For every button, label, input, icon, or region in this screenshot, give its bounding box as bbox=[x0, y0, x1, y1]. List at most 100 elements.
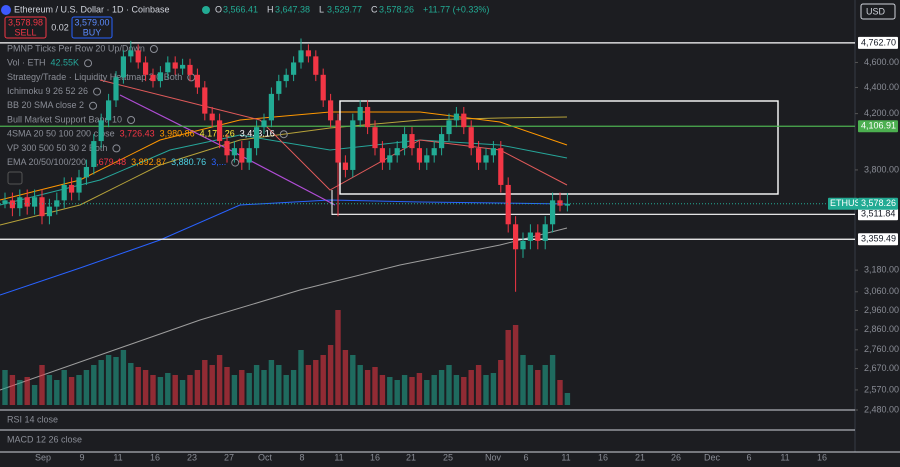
visibility-toggle[interactable] bbox=[84, 59, 93, 68]
x-tick-label: Sep bbox=[35, 452, 51, 462]
volume-bar bbox=[224, 367, 230, 405]
volume-bar bbox=[350, 355, 356, 405]
level-label-bg bbox=[858, 208, 898, 221]
indicator-value: 42.55K bbox=[51, 58, 80, 68]
candle-body bbox=[150, 74, 156, 82]
indicator-name: Ichimoku 9 26 52 26 bbox=[7, 86, 88, 96]
visibility-toggle[interactable] bbox=[231, 158, 240, 167]
visibility-toggle[interactable] bbox=[127, 116, 136, 124]
candle-body bbox=[394, 148, 400, 156]
volume-bar bbox=[194, 370, 201, 405]
symbol-badge: ETHUSD bbox=[830, 198, 868, 208]
candle-body bbox=[83, 166, 89, 178]
last-price-label: 3,578.26 bbox=[861, 198, 896, 208]
currency: USD bbox=[866, 6, 886, 16]
ema-50-line bbox=[0, 134, 568, 206]
volume-bar bbox=[39, 365, 45, 405]
x-tick-label: 25 bbox=[443, 452, 453, 462]
candle-body bbox=[505, 184, 511, 225]
candle-body bbox=[283, 74, 289, 82]
volume-bar bbox=[113, 357, 119, 405]
visibility-toggle[interactable] bbox=[89, 101, 98, 110]
candle-body bbox=[202, 87, 208, 114]
volume-bar bbox=[187, 375, 193, 405]
candle-body bbox=[194, 74, 200, 88]
candle-body bbox=[39, 197, 45, 217]
volume-bar bbox=[483, 375, 489, 405]
level-label: 4,762.70 bbox=[861, 37, 896, 47]
candle-body bbox=[291, 62, 297, 75]
candle-body bbox=[157, 72, 163, 82]
volume-bar bbox=[564, 393, 571, 405]
candle-body bbox=[54, 200, 60, 207]
volume-bar bbox=[535, 370, 541, 405]
candle-body bbox=[98, 120, 104, 142]
volume-bar bbox=[542, 365, 548, 405]
level-label: 3,511.84 bbox=[861, 209, 895, 219]
candle-body bbox=[61, 184, 67, 201]
candle-body bbox=[372, 127, 378, 149]
volume-bar bbox=[268, 360, 275, 405]
volume-bar bbox=[409, 377, 415, 405]
candle-body bbox=[357, 106, 363, 121]
candle-body bbox=[135, 50, 141, 63]
indicator-name: EMA 20/50/100/200 bbox=[7, 157, 86, 167]
candle-body bbox=[453, 113, 459, 121]
volume-bar bbox=[24, 377, 30, 405]
candle-body bbox=[298, 50, 304, 63]
volume-bar bbox=[475, 365, 482, 405]
x-tick-label: 16 bbox=[370, 452, 380, 462]
candle-body bbox=[224, 141, 230, 156]
volume-bar bbox=[320, 355, 326, 405]
candle-body bbox=[69, 184, 75, 193]
symbol-title: Ethereum / U.S. Dollar · 1D · Coinbase bbox=[14, 4, 170, 14]
volume-bar bbox=[387, 377, 393, 405]
volume-bar bbox=[305, 365, 312, 405]
visibility-toggle[interactable] bbox=[149, 45, 158, 53]
candle-body bbox=[365, 106, 371, 128]
x-tick-label: 26 bbox=[671, 452, 681, 462]
candle-body bbox=[424, 155, 430, 163]
x-tick-label: 11 bbox=[334, 452, 343, 462]
level-label-bg bbox=[858, 36, 898, 49]
candle-body bbox=[239, 148, 245, 163]
volume-bar bbox=[253, 365, 260, 405]
indicator-name: 4SMA 20 50 100 200 close bbox=[7, 129, 115, 139]
candle-body bbox=[17, 197, 23, 209]
x-tick-label: 27 bbox=[224, 452, 234, 462]
ohlc-key: H bbox=[267, 4, 274, 14]
candle-body bbox=[320, 74, 326, 101]
candle-body bbox=[231, 148, 237, 156]
volume-bar bbox=[394, 380, 400, 405]
candle-body bbox=[387, 155, 393, 163]
visibility-toggle[interactable] bbox=[112, 144, 121, 153]
candle-body bbox=[402, 134, 408, 149]
candle-body bbox=[490, 148, 496, 156]
x-tick-label: 9 bbox=[79, 452, 84, 462]
candle-body bbox=[535, 232, 541, 241]
visibility-toggle[interactable] bbox=[279, 130, 288, 139]
visibility-toggle[interactable] bbox=[93, 87, 102, 96]
sell-button[interactable] bbox=[4, 16, 47, 39]
buy-button[interactable] bbox=[71, 16, 113, 39]
candle-body bbox=[431, 148, 437, 156]
currency-select[interactable] bbox=[860, 3, 896, 20]
volume-bar bbox=[446, 365, 452, 405]
indicator-name: VP 300 500 50 30 2 Both bbox=[7, 143, 107, 153]
candle-body bbox=[2, 200, 8, 204]
collapse-button[interactable] bbox=[7, 171, 23, 185]
candle-body bbox=[439, 134, 445, 149]
x-tick-label: 16 bbox=[817, 452, 827, 462]
candle-body bbox=[335, 120, 341, 163]
indicator-value: 3,980.86 bbox=[160, 129, 195, 139]
ohlc-key: C bbox=[371, 4, 378, 14]
volume-bar bbox=[216, 355, 223, 405]
volume-bar bbox=[128, 363, 134, 405]
y-tick-label: 2,570.00 bbox=[864, 384, 899, 394]
volume-bar bbox=[172, 375, 178, 405]
candle-body bbox=[113, 77, 119, 101]
volume-bar bbox=[342, 350, 349, 405]
volume-bar bbox=[68, 377, 75, 405]
candle-body bbox=[9, 200, 15, 209]
candle-body bbox=[32, 197, 38, 207]
